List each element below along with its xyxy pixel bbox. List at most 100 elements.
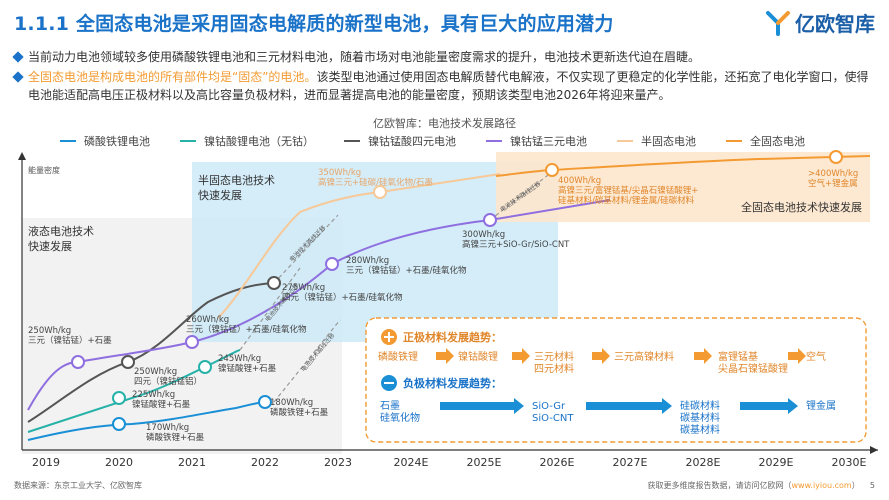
legend-item: 镍钴锰酸四元电池 [344,133,456,149]
migration-connector [239,267,301,351]
series-line [27,349,241,433]
series-line [27,282,275,423]
legend-label: 镍钴锰酸四元电池 [368,135,456,148]
page-number: 5 [869,481,875,490]
x-tick-label: 2019 [32,456,60,469]
data-label: 空气+锂金属 [808,178,858,189]
x-tick-label: 2029E [759,456,794,469]
anode-step: 石墨 [380,400,400,412]
data-label: 硅基材料/碳基材料/锂金属/硅碳材料 [558,195,695,206]
data-label: 镍锰酸锂+石墨 [218,363,277,374]
data-label: 三元（镍钴锰）+石墨/硅氧化物 [186,324,307,335]
data-label: 镍锰酸锂+石墨 [132,399,191,410]
page-title: 1.1.1 全固态电池是采用固态电解质的新型电池，具有巨大的应用潜力 [14,13,614,35]
legend-swatch [726,140,742,142]
plus-icon-glyph [384,332,394,342]
legend-swatch [617,140,633,142]
cathode-step: 富锂锰基 [718,350,758,363]
data-label: 245Wh/kg [218,354,261,364]
cathode-step: 磷酸铁锂 [378,350,418,363]
x-tick-label: 2020 [105,456,133,469]
legend-label: 半固态电池 [641,135,696,148]
logo-text: 亿欧智库 [795,12,875,36]
data-point [112,417,126,431]
cathode-arrow [788,348,806,364]
y-axis-arrow [18,152,26,160]
cathode-step: 镍钴酸锂 [458,350,498,363]
data-label: 300Wh/kg [462,230,505,240]
legend-item: 磷酸铁锂电池 [60,133,150,149]
legend-item: 镍钴酸锂电池（无钴） [180,133,314,149]
data-label: 225Wh/kg [132,390,175,400]
bullet-body: 当前动力电池领域较多使用磷酸铁锂电池和三元材料电池，随着市场对电池能量密度需求的… [28,50,701,64]
data-label: 400Wh/kg [558,176,601,186]
data-point [829,150,843,164]
bullet-text: 当前动力电池领域较多使用磷酸铁锂电池和三元材料电池，随着市场对电池能量密度需求的… [28,48,700,66]
data-point [185,335,199,349]
data-point [71,355,85,369]
logo-icon [766,10,790,36]
legend-label: 全固态电池 [750,135,805,148]
x-tick-label: 2021 [178,456,206,469]
cathode-arrow [694,348,712,364]
legend-swatch [60,140,76,142]
series-line [495,155,871,177]
data-point [325,257,339,271]
cathode-title: 正极材料发展趋势： [403,330,502,344]
x-tick-label: 2024E [394,456,429,469]
data-label: 180Wh/kg [270,398,313,408]
data-label: 高镍三元+SiO-Gr/SiO-CNT [462,239,570,250]
cathode-arrow [512,348,530,364]
data-point [112,391,126,405]
cathode-step: 四元材料 [534,362,574,375]
bullet-body: 该类型电池通过使用固态电解质替代电解液，不仅实现了更稳定的化学性能，还拓宽了电化… [28,70,869,102]
footer-note: 获取更多维度报告数据，请访问亿欧网（www.iyiou.com） 5 [648,480,875,491]
data-label: 350Wh/kg [318,168,361,178]
data-label: >400Wh/kg [808,169,858,179]
data-label: 四元（镍钴锰铝） [134,376,202,387]
legend-swatch [180,140,196,142]
anode-step: SiO-CNT [532,413,574,424]
data-point [545,163,559,177]
data-label: 250Wh/kg [28,326,71,336]
data-label: 250Wh/kg [134,367,177,377]
legend-swatch [486,140,502,142]
anode-step: 锂金属 [806,399,836,412]
data-point [483,213,497,227]
x-tick-label: 2022 [251,456,279,469]
anode-step: 碳基材料 [680,411,720,424]
bullet-item: 全固态电池是构成电池的所有部件均是“固态”的电池。该类型电池通过使用固态电解质替… [12,68,876,104]
bullet-text: 全固态电池是构成电池的所有部件均是“固态”的电池。该类型电池通过使用固态电解质替… [28,68,876,104]
y-axis-label: 能量密度 [28,165,60,175]
region-label: 半固态电池技术 [198,173,275,187]
anode-step: 硅碳材料 [680,399,720,412]
cathode-arrow [436,348,454,364]
data-label: 高镍三元/富锂锰基/尖晶石镍锰酸锂+ [558,185,698,196]
data-label: 磷酸铁锂+石墨 [270,407,329,418]
data-label: 170Wh/kg [146,423,189,433]
cathode-step: 空气 [806,350,826,363]
footer-url-link[interactable]: www.iyiou.com [791,481,852,490]
intro-bullets: 当前动力电池领域较多使用磷酸铁锂电池和三元材料电池，随着市场对电池能量密度需求的… [12,48,876,106]
footer-note-post: ） [851,481,860,490]
x-tick-label: 2030E [832,456,867,469]
region-label: 全固态电池技术快速发展 [741,200,862,214]
region-label: 液态电池技术 [28,224,94,238]
data-point [198,360,212,374]
footer-note-pre: 获取更多维度报告数据，请访问亿欧网（ [647,481,792,490]
series-line [27,400,271,441]
cathode-step: 尖晶石镍锰酸锂 [718,362,788,375]
data-label: 高镍三元+硅碳/硅氧化物/石墨 [318,177,433,188]
legend-item: 镍钴锰三元电池 [486,133,587,149]
cathode-step: 三元材料 [534,350,574,363]
cathode-step: 三元高镍材料 [614,350,674,363]
anode-step: 硅氧化物 [380,411,420,424]
data-label: 280Wh/kg [346,256,389,266]
x-tick-label: 2025E [467,456,502,469]
x-tick-label: 2028E [686,456,721,469]
legend-label: 镍钴酸锂电池（无钴） [204,135,314,148]
data-label: 三元（镍钴锰）+石墨/硅氧化物 [346,265,467,276]
anode-arrow [586,398,672,414]
bullet-highlight: 全固态电池是构成电池的所有部件均是“固态”的电池。 [28,70,317,84]
legend-label: 镍钴锰三元电池 [510,135,587,148]
